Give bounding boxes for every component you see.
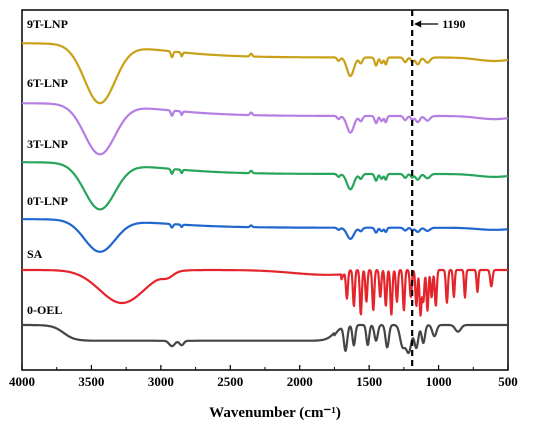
series-line <box>21 218 509 253</box>
plot-frame <box>21 9 509 371</box>
annotation-label: 1190 <box>442 17 465 31</box>
x-axis-title: Wavenumber (cm⁻¹) <box>209 405 341 421</box>
x-tick-label: 4000 <box>9 374 35 389</box>
series-line <box>21 102 509 156</box>
series-label: 0T-LNP <box>27 194 68 208</box>
x-axis: 4000 3500 3000 2500 2000 1500 1000 500 <box>9 365 518 389</box>
x-tick-label: 2500 <box>217 374 243 389</box>
series-line <box>21 323 509 355</box>
series-line <box>21 161 509 211</box>
series-label: 9T-LNP <box>27 17 68 31</box>
x-tick-label: 1000 <box>426 374 452 389</box>
series-label: 0-OEL <box>27 303 62 317</box>
x-tick-label: 3500 <box>78 374 104 389</box>
series-group: 9T-LNP 6T-LNP 3T-LNP 0T-LNP SA 0-OEL <box>21 17 509 355</box>
annotation-arrow-head <box>414 20 422 28</box>
x-tick-label: 2000 <box>287 374 313 389</box>
series-label: 6T-LNP <box>27 76 68 90</box>
x-tick-label: 3000 <box>148 374 174 389</box>
series-label: 3T-LNP <box>27 137 68 151</box>
series-label: SA <box>27 247 43 261</box>
series-line <box>21 268 509 317</box>
series-line <box>21 42 509 105</box>
x-tick-label: 1500 <box>356 374 382 389</box>
annotation-group: 1190 <box>411 10 466 370</box>
x-tick-label: 500 <box>498 374 518 389</box>
